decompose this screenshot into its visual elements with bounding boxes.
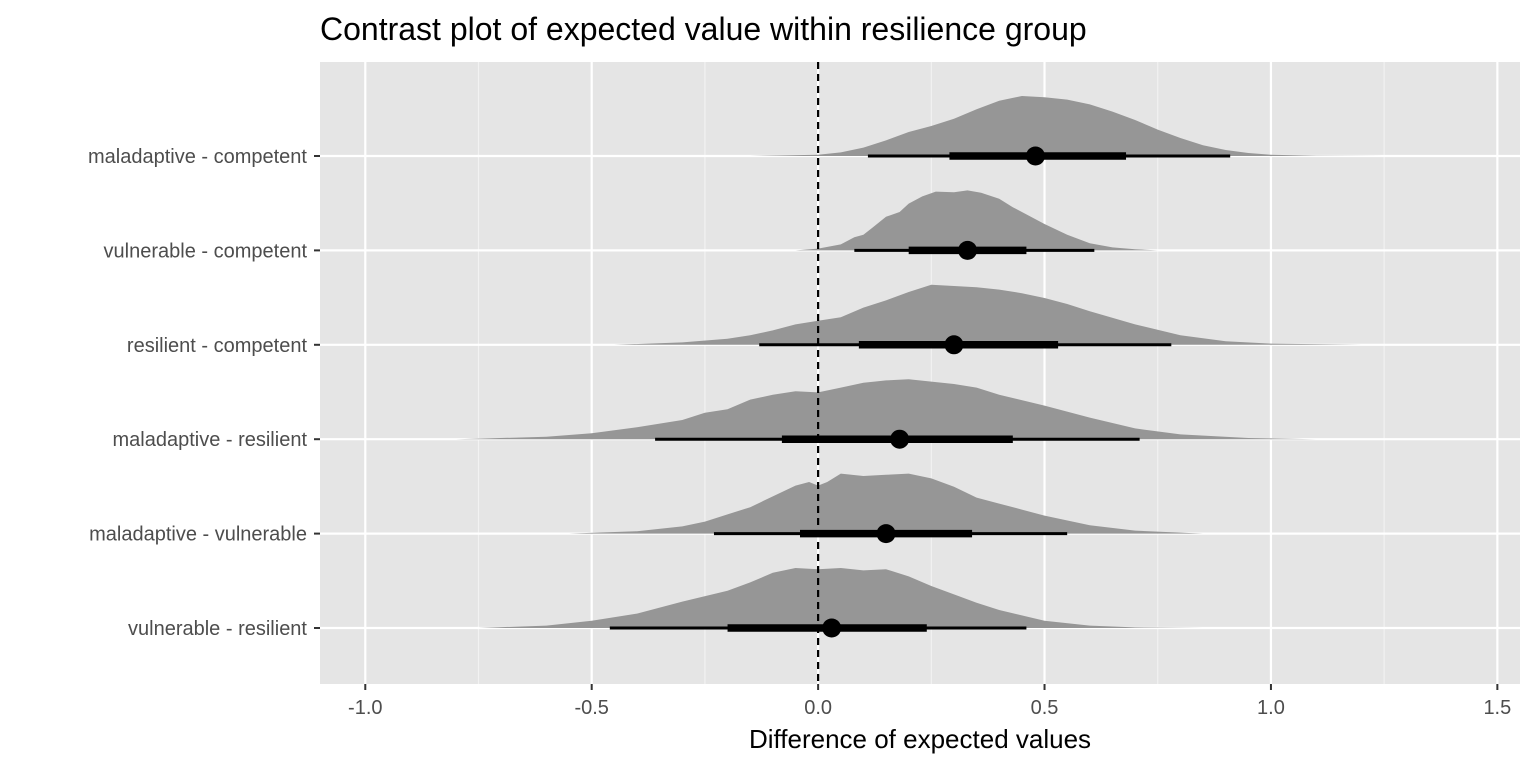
point-estimate xyxy=(1025,146,1045,166)
y-tick-label: maladaptive - vulnerable xyxy=(89,524,307,546)
point-estimate xyxy=(890,429,910,449)
minor-grid xyxy=(477,62,1385,684)
x-axis: -1.0 -0.5 0.0 0.5 1.0 1.5 xyxy=(348,684,1511,719)
point-estimate xyxy=(822,618,842,638)
x-tick-label: 1.0 xyxy=(1257,697,1285,719)
x-tick-label: 1.5 xyxy=(1483,697,1511,719)
plot-panel xyxy=(320,62,1520,684)
density-ridge xyxy=(795,190,1158,251)
y-tick-label: maladaptive - competent xyxy=(88,146,307,168)
interval-layer xyxy=(609,146,1231,638)
x-tick-label: 0.0 xyxy=(804,697,832,719)
point-estimate xyxy=(944,335,964,355)
x-axis-title: Difference of expected values xyxy=(749,724,1091,754)
x-tick-label: 0.5 xyxy=(1031,697,1059,719)
density-ridge xyxy=(614,284,1362,345)
y-tick-label: resilient - competent xyxy=(127,335,308,357)
y-axis: maladaptive - competent vulnerable - comp… xyxy=(88,146,320,640)
x-tick-label: -1.0 xyxy=(348,697,382,719)
point-estimate xyxy=(958,240,978,260)
point-estimate xyxy=(876,524,896,544)
density-ridge xyxy=(569,473,1203,534)
y-tick-label: vulnerable - competent xyxy=(104,240,308,262)
density-ridge xyxy=(750,96,1385,156)
density-ridge xyxy=(455,379,1317,440)
density-ridge xyxy=(478,568,1203,628)
chart-title: Contrast plot of expected value within r… xyxy=(320,11,1087,47)
x-tick-label: -0.5 xyxy=(574,697,608,719)
y-tick-label: maladaptive - resilient xyxy=(112,429,307,451)
density-layer xyxy=(455,96,1385,628)
y-tick-label: vulnerable - resilient xyxy=(128,618,307,640)
